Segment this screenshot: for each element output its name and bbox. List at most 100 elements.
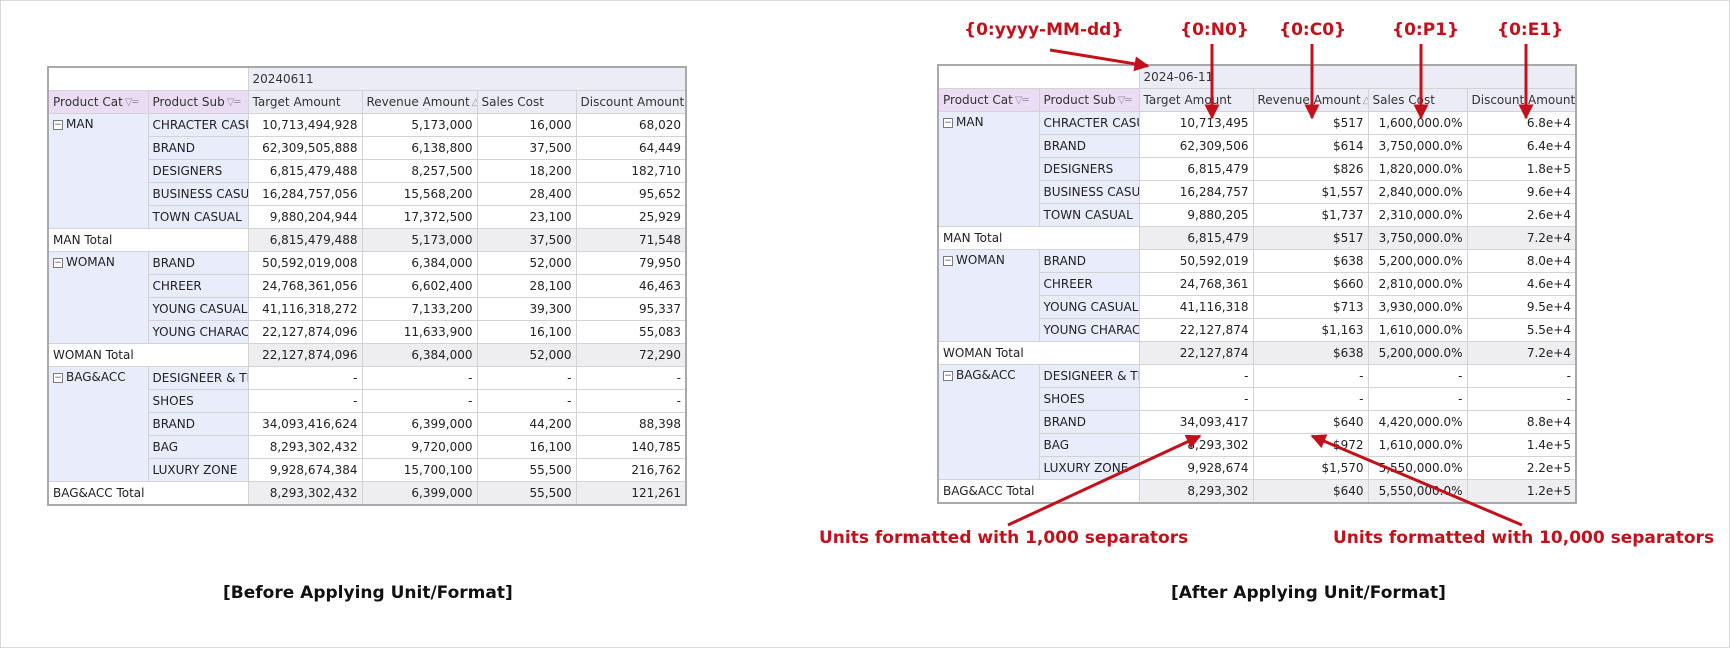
discount-amount-cell: - bbox=[1466, 364, 1577, 388]
filter-icon[interactable]: ▽═ bbox=[1014, 94, 1029, 106]
category-cell[interactable]: − MAN bbox=[937, 111, 1040, 227]
data-row: BRAND 62,309,505,888 6,138,800 37,500 64,449 bbox=[48, 136, 687, 160]
revenue-amount-cell: 15,700,100 bbox=[361, 458, 478, 482]
discount-amount-cell: 55,083 bbox=[575, 320, 687, 344]
target-amount-cell: 8,293,302,432 bbox=[247, 435, 363, 459]
category-cell[interactable]: − BAG&ACC bbox=[937, 364, 1040, 480]
c0-format-annotation: {0:C0} bbox=[1279, 20, 1347, 40]
total-label-cell: WOMAN Total bbox=[937, 341, 1140, 365]
revenue-amount-cell: 7,133,200 bbox=[361, 297, 478, 321]
subcategory-cell: BRAND bbox=[1038, 410, 1140, 434]
category-label: WOMAN bbox=[956, 253, 1005, 267]
data-row: SHOES - - - - bbox=[938, 387, 1577, 411]
sales-cost-cell: 39,300 bbox=[476, 297, 577, 321]
target-amount-cell: 24,768,361 bbox=[1138, 272, 1254, 296]
product-sub-header-label: Product Sub bbox=[1043, 92, 1116, 107]
total-cost-cell: 37,500 bbox=[476, 228, 577, 252]
sales-cost-cell: 4,420,000.0% bbox=[1367, 410, 1468, 434]
subcategory-cell: YOUNG CHARAC bbox=[147, 320, 249, 344]
target-amount-cell: 10,713,494,928 bbox=[247, 113, 363, 137]
collapse-icon[interactable]: − bbox=[943, 370, 953, 381]
collapse-icon[interactable]: − bbox=[943, 117, 953, 128]
product-sub-header[interactable]: Product Sub ▽═ bbox=[1038, 88, 1140, 112]
subcategory-cell: DESIGNEER & TR bbox=[147, 366, 249, 390]
total-discount-cell: 7.2e+4 bbox=[1466, 226, 1577, 250]
category-cell[interactable]: − BAG&ACC bbox=[47, 366, 149, 482]
target-amount-cell: 22,127,874,096 bbox=[247, 320, 363, 344]
target-amount-cell: 62,309,505,888 bbox=[247, 136, 363, 160]
revenue-amount-cell: $1,163 bbox=[1252, 318, 1369, 342]
discount-amount-cell: 9.5e+4 bbox=[1466, 295, 1577, 319]
discount-amount-cell: 8.8e+4 bbox=[1466, 410, 1577, 434]
date-header-row: 20240611 bbox=[47, 66, 687, 91]
data-row: BUSINESS CASU 16,284,757,056 15,568,200 28,… bbox=[48, 182, 687, 206]
sort-asc-icon[interactable]: △ bbox=[472, 92, 476, 113]
target-amount-cell: 50,592,019 bbox=[1138, 249, 1254, 273]
discount-amount-cell: - bbox=[1466, 387, 1577, 411]
total-row: BAG&ACC Total 8,293,302,432 6,399,000 55,50… bbox=[47, 481, 687, 506]
product-sub-header[interactable]: Product Sub ▽═ bbox=[147, 90, 249, 114]
revenue-amount-cell: $1,557 bbox=[1252, 180, 1369, 204]
discount-amount-header[interactable]: Discount Amount bbox=[575, 90, 687, 114]
target-amount-cell: 9,928,674,384 bbox=[247, 458, 363, 482]
sales-cost-cell: 28,400 bbox=[476, 182, 577, 206]
date-format-annotation: {0:yyyy-MM-dd} bbox=[964, 20, 1124, 40]
discount-amount-cell: 9.6e+4 bbox=[1466, 180, 1577, 204]
subcategory-cell: TOWN CASUAL bbox=[1038, 203, 1140, 227]
discount-amount-cell: 64,449 bbox=[575, 136, 687, 160]
sort-asc-icon[interactable]: △ bbox=[1363, 90, 1367, 111]
total-discount-cell: 121,261 bbox=[575, 481, 687, 506]
discount-amount-cell: 25,929 bbox=[575, 205, 687, 229]
total-target-cell: 6,815,479 bbox=[1138, 226, 1254, 250]
data-row: DESIGNERS 6,815,479 $826 1,820,000.0% 1.8e+5 bbox=[938, 157, 1577, 181]
subcategory-cell: CHRACTER CASU bbox=[1038, 111, 1140, 135]
discount-amount-cell: - bbox=[575, 389, 687, 413]
total-discount-cell: 71,548 bbox=[575, 228, 687, 252]
filter-icon[interactable]: ▽═ bbox=[226, 96, 241, 108]
total-revenue-cell: 6,399,000 bbox=[361, 481, 478, 506]
filter-icon[interactable]: ▽═ bbox=[1117, 94, 1132, 106]
sales-cost-cell: 16,100 bbox=[476, 320, 577, 344]
data-row: − MAN CHRACTER CASU 10,713,494,928 5,173,000… bbox=[47, 113, 687, 229]
revenue-amount-cell: 6,602,400 bbox=[361, 274, 478, 298]
sales-cost-header[interactable]: Sales Cost bbox=[1367, 88, 1468, 112]
sales-cost-header[interactable]: Sales Cost bbox=[476, 90, 577, 114]
total-revenue-cell: $517 bbox=[1252, 226, 1369, 250]
corner-cell bbox=[47, 66, 249, 91]
subcategory-cell: CHREER bbox=[147, 274, 249, 298]
category-label: BAG&ACC bbox=[956, 368, 1016, 382]
target-amount-header[interactable]: Target Amount bbox=[1138, 88, 1254, 112]
sales-cost-cell: 18,200 bbox=[476, 159, 577, 183]
data-row: YOUNG CHARAC 22,127,874,096 11,633,900 16,1… bbox=[48, 320, 687, 344]
collapse-icon[interactable]: − bbox=[53, 372, 63, 383]
product-sub-header-label: Product Sub bbox=[152, 94, 225, 109]
collapse-icon[interactable]: − bbox=[53, 119, 63, 130]
arrow-tenthousand bbox=[1310, 434, 1523, 527]
category-label: MAN bbox=[956, 115, 984, 129]
total-cost-cell: 3,750,000.0% bbox=[1367, 226, 1468, 250]
product-cat-header[interactable]: Product Cat ▽═ bbox=[937, 88, 1040, 112]
total-target-cell: 8,293,302,432 bbox=[247, 481, 363, 506]
caption-after: [After Applying Unit/Format] bbox=[1171, 583, 1446, 603]
revenue-amount-cell: 8,257,500 bbox=[361, 159, 478, 183]
sales-cost-cell: 1,610,000.0% bbox=[1367, 433, 1468, 457]
filter-icon[interactable]: ▽═ bbox=[124, 96, 139, 108]
subcategory-cell: BUSINESS CASU bbox=[147, 182, 249, 206]
target-amount-cell: 24,768,361,056 bbox=[247, 274, 363, 298]
total-target-cell: 8,293,302 bbox=[1138, 479, 1254, 504]
revenue-amount-header[interactable]: Revenue Amount△ bbox=[361, 90, 478, 114]
caption-before: [Before Applying Unit/Format] bbox=[223, 583, 513, 603]
category-label: BAG&ACC bbox=[66, 370, 126, 384]
category-cell[interactable]: − WOMAN bbox=[937, 249, 1040, 342]
target-amount-cell: 41,116,318,272 bbox=[247, 297, 363, 321]
total-label-cell: BAG&ACC Total bbox=[937, 479, 1140, 504]
e1-format-annotation: {0:E1} bbox=[1497, 20, 1564, 40]
data-row: BRAND 34,093,417 $640 4,420,000.0% 8.8e+4 bbox=[938, 410, 1577, 434]
subcategory-cell: DESIGNERS bbox=[147, 159, 249, 183]
collapse-icon[interactable]: − bbox=[53, 257, 63, 268]
target-amount-cell: 9,880,204,944 bbox=[247, 205, 363, 229]
subcategory-cell: TOWN CASUAL bbox=[147, 205, 249, 229]
discount-amount-cell: 140,785 bbox=[575, 435, 687, 459]
collapse-icon[interactable]: − bbox=[943, 255, 953, 266]
target-amount-cell: 9,928,674 bbox=[1138, 456, 1254, 480]
